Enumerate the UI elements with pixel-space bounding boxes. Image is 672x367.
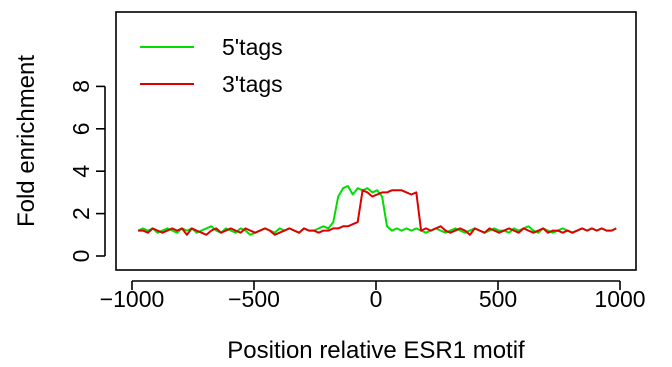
y-tick-label: 0 — [68, 250, 94, 263]
x-tick-label: −500 — [228, 286, 280, 312]
x-tick-label: 0 — [370, 286, 383, 312]
y-tick-label: 4 — [68, 165, 94, 178]
x-tick-label: −1000 — [100, 286, 165, 312]
y-tick-label: 8 — [68, 80, 94, 93]
series-line-three-prime-tags — [138, 189, 617, 236]
y-axis: 0 2 4 6 8 — [68, 80, 106, 263]
x-axis: −1000 −500 0 500 1000 — [100, 280, 646, 312]
y-tick-label: 6 — [68, 122, 94, 135]
x-tick-label: 500 — [479, 286, 517, 312]
series-layer — [137, 185, 617, 236]
y-axis-title: Fold enrichment — [13, 55, 40, 227]
legend: 5'tags 3'tags — [140, 34, 283, 97]
legend-label: 5'tags — [222, 34, 283, 60]
x-tick-label: 1000 — [594, 286, 645, 312]
legend-label: 3'tags — [222, 71, 283, 97]
y-tick-label: 2 — [68, 207, 94, 220]
x-axis-title: Position relative ESR1 motif — [227, 337, 525, 364]
plot-frame — [115, 11, 637, 271]
